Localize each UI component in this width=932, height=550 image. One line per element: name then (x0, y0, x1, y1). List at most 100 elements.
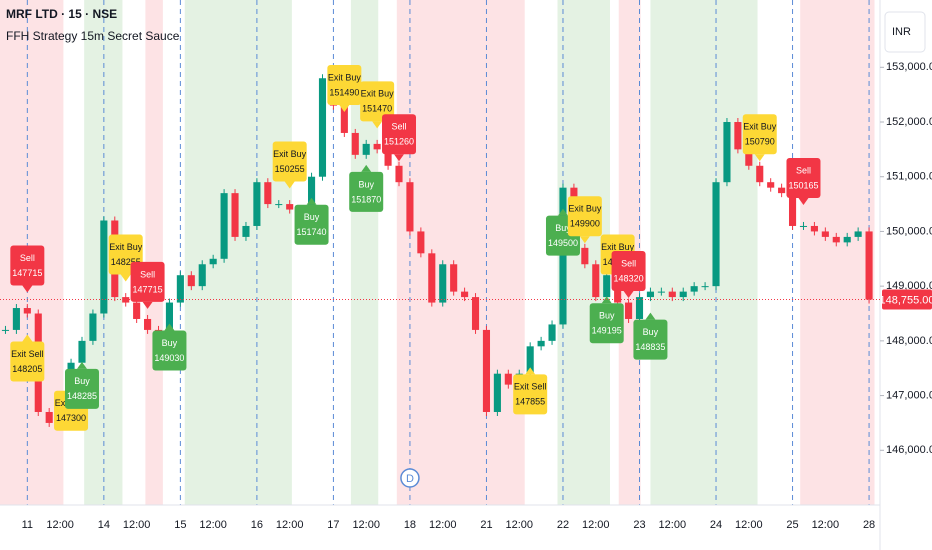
signal-pointer (76, 361, 87, 369)
signal-box (633, 319, 668, 360)
currency: INR (892, 26, 911, 38)
x-tick-label: 12:00 (812, 519, 840, 531)
signal-box (10, 341, 45, 382)
zone (650, 0, 758, 505)
signal[interactable]: Sell 147715 (10, 245, 45, 293)
signal[interactable]: Exit Buy 149900 (567, 196, 602, 244)
signal-label: Buy (162, 338, 178, 348)
signal-price: 147300 (56, 413, 86, 423)
signal-pointer (394, 154, 405, 162)
signal-box (742, 114, 777, 155)
candle (603, 275, 611, 298)
signal[interactable]: Buy 148285 (64, 361, 99, 409)
signal-price: 148835 (635, 342, 665, 352)
candle (373, 143, 381, 150)
signal-box (272, 141, 307, 182)
signal-label: Exit Buy (568, 204, 602, 214)
candle (395, 165, 403, 183)
signal[interactable]: Exit Sell 148205 (10, 334, 45, 382)
signal-pointer (306, 197, 317, 205)
signal[interactable]: Exit Buy 150790 (742, 114, 777, 162)
signal-price: 150165 (788, 180, 818, 190)
x-tick-label: 24 (710, 519, 722, 531)
signal[interactable]: Exit Sell 147855 (513, 367, 548, 415)
candle (308, 176, 316, 216)
signal-box (64, 368, 99, 409)
signal-price: 151870 (351, 194, 381, 204)
signal-price: 147715 (12, 268, 42, 278)
candle (701, 286, 709, 288)
x-tick-label: 12:00 (276, 519, 304, 531)
signal-box (360, 81, 395, 122)
candle (362, 143, 370, 155)
signal-price: 151740 (297, 227, 327, 237)
signal-pointer (339, 104, 350, 112)
signal[interactable]: Sell 148320 (611, 250, 646, 298)
signal[interactable]: Exit Buy 151490 (327, 64, 362, 112)
candle (657, 291, 665, 293)
signal-label: Sell (391, 122, 406, 132)
candle (45, 411, 53, 423)
signal[interactable]: Sell 147715 (130, 261, 165, 309)
signal[interactable]: Buy 149195 (589, 296, 624, 344)
x-tick-label: 22 (557, 519, 569, 531)
candle (253, 182, 261, 226)
candle (799, 225, 808, 227)
candle (767, 182, 775, 188)
signal-label: Exit Buy (273, 149, 307, 159)
signal-box (349, 171, 384, 212)
signal-price: 149195 (592, 326, 622, 336)
x-tick-label: 17 (327, 519, 339, 531)
x-tick-label: 18 (404, 519, 416, 531)
x-tick-label: 12:00 (199, 519, 227, 531)
signal-box (10, 245, 45, 286)
candle (12, 308, 20, 330)
zone (184, 0, 292, 505)
x-tick-label: 14 (98, 519, 110, 531)
signal[interactable]: Buy 149030 (152, 323, 187, 371)
signal-pointer (120, 274, 131, 282)
signal-pointer (22, 334, 33, 342)
signal[interactable]: Sell 150165 (786, 157, 821, 205)
signal-label: Buy (304, 212, 320, 222)
signal-pointer (623, 290, 634, 298)
signal-label: Buy (358, 179, 374, 189)
signal-label: Exit Buy (328, 72, 362, 82)
signal[interactable]: Buy 151740 (294, 197, 329, 245)
candle (242, 225, 250, 237)
x-tick-label: 12:00 (46, 519, 74, 531)
candle (1, 329, 10, 331)
signal[interactable]: Exit Buy 150255 (272, 141, 307, 189)
candle (286, 204, 294, 210)
signal-price: 147855 (515, 397, 545, 407)
candle (723, 122, 731, 183)
candle (854, 231, 862, 237)
signal[interactable]: Sell 151260 (382, 114, 417, 162)
currency-box[interactable] (884, 11, 926, 53)
axes: 11 12:00 14 12:00 15 12:00 16 12:00 17 12:00 18 12:… (0, 61, 932, 531)
candle (450, 264, 458, 292)
signal-price: 148285 (67, 391, 97, 401)
y-tick-label: 151,000.00 (886, 171, 932, 183)
signal-label: Sell (20, 253, 35, 263)
candle (504, 373, 512, 385)
y-tick-label: 153,000.00 (886, 61, 932, 73)
signal[interactable]: Exit Buy 151470 (360, 81, 395, 129)
signal-label: Exit Buy (361, 89, 395, 99)
dividend-marker[interactable] (400, 468, 420, 488)
signal-price: 151260 (384, 137, 414, 147)
signal-label: Exit Sell (11, 349, 44, 359)
signal[interactable]: Buy 148835 (633, 312, 668, 360)
signal-box (786, 157, 821, 198)
candle (264, 182, 272, 205)
y-tick-label: 147,000.00 (886, 389, 932, 401)
signal-price: 149900 (570, 219, 600, 229)
signal[interactable]: Buy 151870 (349, 164, 384, 212)
signal-pointer (579, 236, 590, 244)
candle (810, 225, 818, 232)
candle (712, 182, 720, 287)
candle (581, 247, 589, 265)
candle (788, 193, 797, 226)
signal-price: 147715 (133, 284, 163, 294)
